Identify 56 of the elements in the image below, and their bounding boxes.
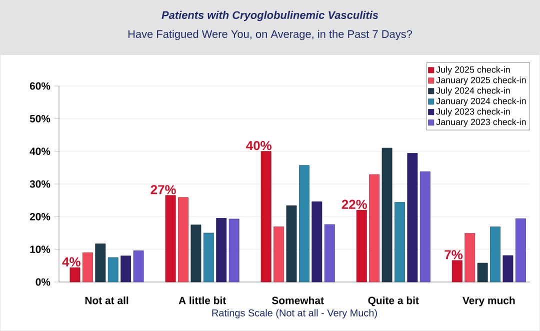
- y-tick-label: 30%: [30, 180, 50, 188]
- bar: [298, 165, 310, 282]
- bar: [228, 218, 240, 282]
- y-tick-label: 60%: [30, 82, 50, 90]
- y-tick-label: 10%: [30, 246, 50, 254]
- x-tick-label: A little bit: [178, 296, 226, 304]
- chart-subtitle: Have Fatigued Were You, on Average, in the Past 7 Days?: [128, 30, 412, 40]
- bar: [477, 262, 488, 282]
- data-label: 4%: [62, 257, 80, 266]
- x-tick-label: Very much: [462, 296, 515, 306]
- bar: [356, 210, 367, 282]
- data-label: 40%: [246, 140, 272, 150]
- bar: [216, 218, 227, 282]
- bar: [95, 244, 106, 282]
- bar: [420, 171, 430, 282]
- bar: [382, 148, 392, 282]
- x-axis-title: Ratings Scale (Not at all - Very Much): [212, 309, 377, 318]
- bar: [82, 252, 93, 282]
- bar: [502, 255, 514, 282]
- bar: [274, 226, 284, 282]
- y-tick-label: 40%: [30, 148, 50, 156]
- bar: [464, 233, 476, 282]
- data-label: 22%: [342, 200, 367, 209]
- bar: [70, 267, 80, 282]
- y-tick-label: 0%: [36, 278, 50, 286]
- legend-label: January 2025 check-in: [436, 76, 526, 86]
- bar: [133, 250, 144, 282]
- bar: [452, 260, 462, 282]
- bar: [286, 205, 297, 282]
- legend-label: July 2024 check-in: [436, 87, 510, 96]
- x-tick-label: Not at all: [85, 296, 128, 304]
- data-label: 27%: [150, 185, 176, 194]
- bar: [312, 201, 322, 282]
- data-label: 7%: [444, 250, 463, 260]
- bar: [515, 218, 526, 282]
- x-tick-label: Quite a bit: [368, 296, 419, 306]
- chart-title: Patients with Cryoglobulinemic Vasculitis: [162, 10, 378, 22]
- legend-label: July 2023 check-in: [436, 108, 510, 116]
- bar: [260, 151, 272, 282]
- y-tick-label: 20%: [30, 212, 50, 220]
- bar: [203, 232, 214, 282]
- bar: [369, 174, 380, 282]
- legend-label: January 2023 check-in: [436, 118, 526, 127]
- bar: [120, 256, 132, 282]
- bar: [108, 257, 118, 282]
- bar: [165, 195, 176, 282]
- bar: [490, 226, 500, 282]
- bar: [190, 224, 202, 282]
- legend-label: January 2024 check-in: [436, 98, 526, 106]
- y-tick-label: 50%: [30, 114, 50, 122]
- bar: [394, 202, 405, 282]
- bar: [407, 153, 418, 282]
- bar: [178, 197, 188, 282]
- bar: [324, 224, 335, 282]
- legend-label: July 2025 check-in: [436, 66, 510, 75]
- x-tick-label: Somewhat: [272, 296, 324, 304]
